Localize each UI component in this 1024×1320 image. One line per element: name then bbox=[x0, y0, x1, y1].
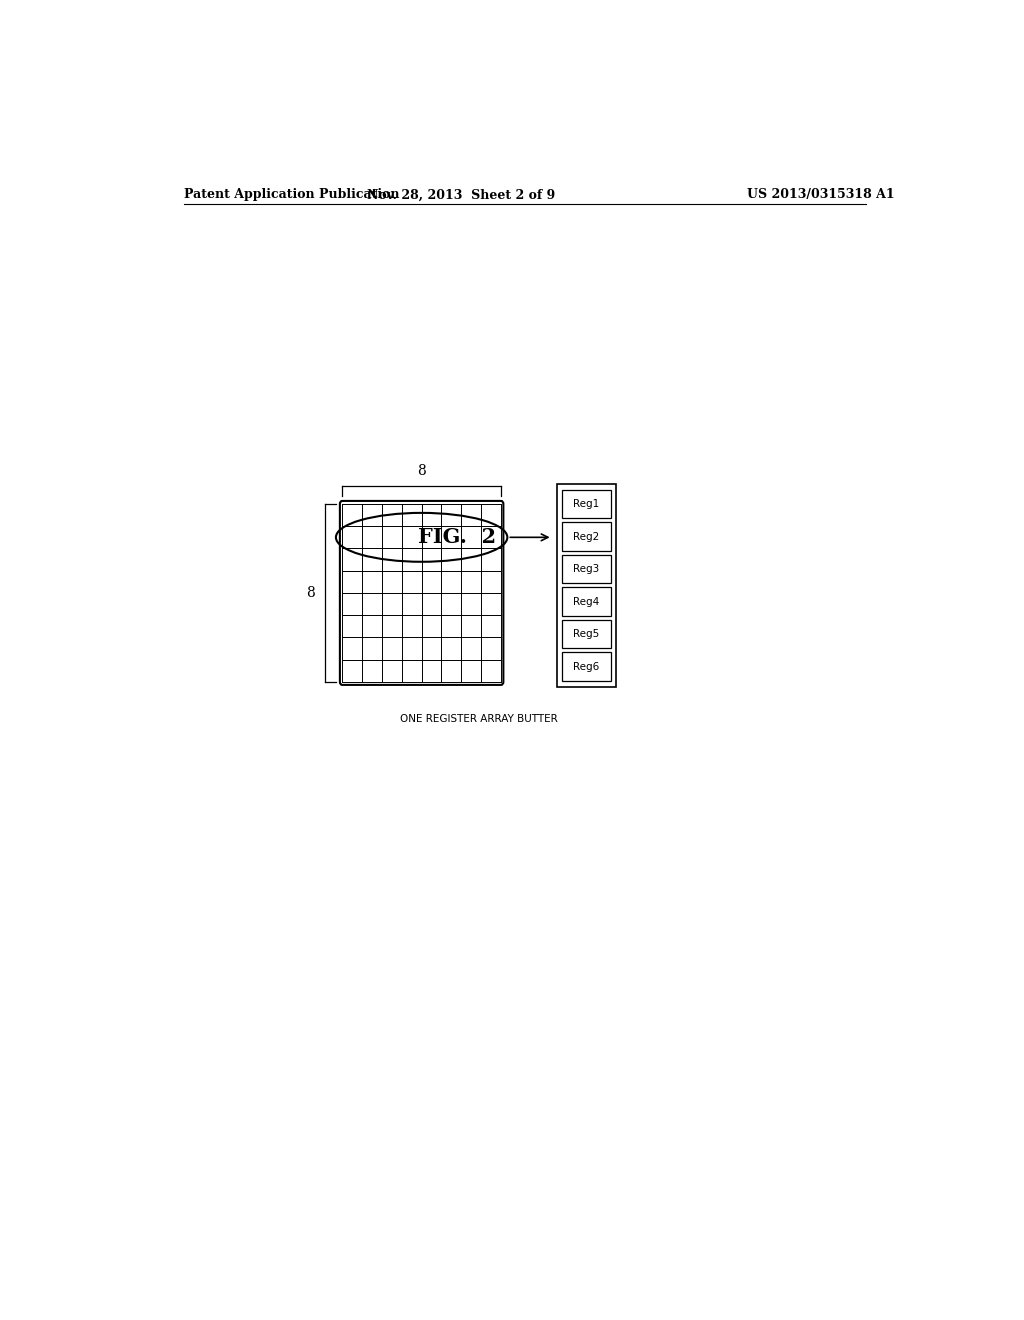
Text: Nov. 28, 2013  Sheet 2 of 9: Nov. 28, 2013 Sheet 2 of 9 bbox=[368, 189, 555, 202]
Bar bbox=[562, 523, 610, 550]
Text: Reg3: Reg3 bbox=[573, 564, 599, 574]
Bar bbox=[557, 483, 616, 686]
Text: Reg4: Reg4 bbox=[573, 597, 599, 607]
Text: US 2013/0315318 A1: US 2013/0315318 A1 bbox=[748, 189, 895, 202]
Bar bbox=[562, 620, 610, 648]
Text: Reg6: Reg6 bbox=[573, 661, 599, 672]
Text: ONE REGISTER ARRAY BUTTER: ONE REGISTER ARRAY BUTTER bbox=[400, 714, 558, 725]
Text: Reg2: Reg2 bbox=[573, 532, 599, 541]
Bar bbox=[562, 652, 610, 681]
Bar bbox=[562, 554, 610, 583]
Bar bbox=[562, 490, 610, 519]
Text: Patent Application Publication: Patent Application Publication bbox=[183, 189, 399, 202]
Text: FIG.  2: FIG. 2 bbox=[418, 527, 497, 546]
Text: 8: 8 bbox=[417, 463, 426, 478]
Text: 8: 8 bbox=[306, 586, 315, 599]
Text: Reg1: Reg1 bbox=[573, 499, 599, 510]
Text: Reg5: Reg5 bbox=[573, 630, 599, 639]
Bar bbox=[562, 587, 610, 616]
